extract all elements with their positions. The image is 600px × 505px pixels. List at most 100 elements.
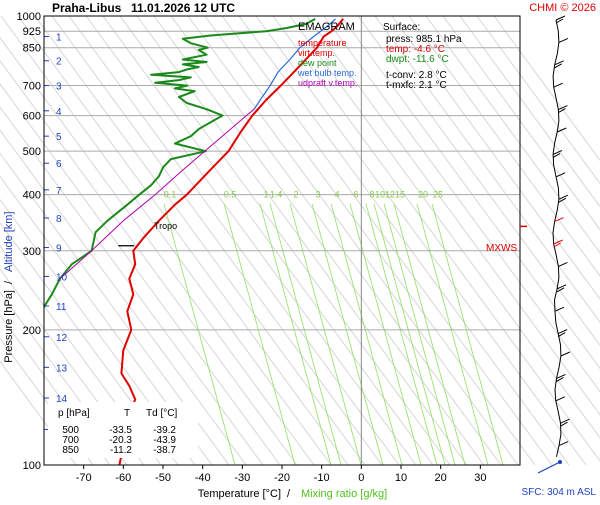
surface-tconv: t-conv: 2.8 °C: [386, 70, 447, 81]
table-cell: 700: [62, 435, 79, 446]
dry-adiabat-line: [289, 15, 600, 439]
dry-adiabat-line: [408, 15, 600, 277]
mixing-ratio-line: [311, 203, 384, 466]
table-cell: -38.7: [153, 445, 176, 456]
dry-adiabat-line: [0, 36, 315, 466]
surface-tmxfc: t-mxfc: 2.1 °C: [386, 80, 447, 91]
pressure-tick-label: 600: [23, 111, 41, 123]
wind-barb-icon: [553, 82, 563, 88]
dry-adiabat-line: [0, 291, 128, 466]
y-axis-separator: /: [3, 280, 15, 284]
pressure-tick-label: 1000: [17, 11, 41, 23]
mixing-ratio-line: [289, 203, 362, 466]
altitude-tick-label: 13: [56, 363, 68, 374]
wind-barb-icon: [554, 217, 564, 223]
wind-barb-icon: [556, 284, 567, 290]
table-cell: -20.3: [109, 435, 132, 446]
wind-barb-icon: [558, 194, 569, 200]
station-name: Praha-Libus: [52, 1, 122, 15]
wind-barb-icon: [556, 373, 566, 379]
series-line-temperature: [118, 18, 344, 466]
dry-adiabat-line: [0, 15, 332, 466]
wind-barb-icon: [560, 351, 571, 357]
altitude-tick-label: 6: [56, 159, 62, 170]
x-tick-label: -70: [76, 472, 92, 484]
dry-adiabat-line: [0, 152, 230, 466]
dry-adiabat-line: [493, 15, 600, 162]
x-tick-label: -20: [274, 472, 290, 484]
wind-barb-icon: [555, 15, 566, 21]
legend-item-wet-bulb: wet bulb temp.: [297, 68, 357, 78]
series-line-dew-point: [43, 18, 316, 308]
wind-barb-icon: [554, 60, 564, 66]
altitude-tick-label: 9: [56, 244, 62, 255]
mxws-label: MXWS: [486, 243, 517, 254]
pressure-tick-label: 200: [23, 325, 41, 337]
pressure-tick-label: 400: [23, 190, 41, 202]
dry-adiabat-line: [323, 15, 600, 393]
dry-adiabat-line: [221, 15, 553, 466]
altitude-tick-label: 10: [56, 272, 68, 283]
wind-barb-icon: [557, 127, 567, 133]
dry-adiabat-line: [0, 314, 111, 466]
altitude-tick-label: 2: [56, 57, 62, 68]
legend-title: EMAGRAM: [298, 21, 355, 33]
dry-adiabat-line: [0, 60, 298, 466]
series-line-udpraft-v-temp: [59, 108, 255, 280]
level-table-bg: [48, 402, 198, 458]
x-axis-temperature-label: Temperature [°C]: [198, 488, 281, 500]
dry-adiabat-line: [170, 15, 502, 466]
surface-title: Surface:: [383, 22, 420, 33]
dry-adiabat-line: [272, 15, 600, 462]
altitude-tick-label: 8: [56, 214, 62, 225]
dry-adiabat-line: [0, 198, 196, 466]
wind-barb-icon: [557, 332, 566, 338]
copyright-link[interactable]: CHMI © 2026: [529, 2, 596, 14]
legend-item-temperature: temperature: [298, 38, 347, 48]
pressure-tick-label: 500: [23, 146, 41, 158]
altitude-tick-label: 14: [56, 394, 68, 405]
pressure-tick-label: 100: [23, 460, 41, 472]
dry-adiabat-line: [187, 15, 519, 466]
dry-adiabat-line: [374, 15, 600, 323]
plot-frame: [43, 15, 521, 466]
altitude-tick-label: 11: [56, 302, 67, 313]
altitude-tick-label: 12: [56, 333, 68, 344]
tropopause-label: Tropo: [154, 221, 177, 231]
wind-barb-icon: [558, 108, 566, 114]
dry-adiabat-line: [0, 175, 213, 466]
x-tick-label: 20: [435, 472, 447, 484]
pressure-tick-label: 925: [23, 26, 41, 38]
altitude-tick-label: 5: [56, 132, 62, 143]
dry-adiabat-line: [51, 15, 383, 466]
dry-adiabat-line: [357, 15, 600, 347]
pressure-tick-label: 850: [23, 43, 41, 55]
x-axis-separator: /: [287, 488, 291, 500]
x-tick-label: 30: [474, 472, 486, 484]
mixing-ratio-line: [163, 203, 236, 466]
table-cell: 500: [62, 425, 79, 436]
surface-press: press: 985.1 hPa: [386, 34, 462, 45]
mixing-ratio-line: [431, 203, 504, 466]
table-header-p: p [hPa]: [58, 408, 90, 419]
sounding-datetime: 11.01.2026 12 UTC: [131, 1, 235, 15]
y-axis-pressure-label: Pressure [hPa]: [3, 290, 15, 363]
wind-barb-icon: [554, 63, 562, 69]
altitude-tick-label: 7: [56, 186, 62, 197]
dry-adiabat-line: [204, 15, 536, 466]
x-tick-label: -10: [314, 472, 330, 484]
legend-item-virt-temp: virt.temp.: [298, 48, 335, 58]
dry-adiabat-line: [0, 106, 264, 466]
y-axis-altitude-label: Altitude [km]: [3, 211, 15, 272]
table-cell: 850: [62, 445, 79, 456]
dry-adiabat-line: [255, 15, 587, 466]
wind-barb-icon: [552, 152, 561, 158]
wind-barb-icon: [555, 18, 564, 24]
mixing-ratio-line: [365, 203, 438, 466]
wind-barb-icon: [560, 418, 570, 424]
altitude-tick-label: 1: [56, 33, 62, 44]
dry-adiabat-line: [0, 129, 247, 466]
dry-adiabat-line: [0, 83, 281, 466]
wind-barb-icon: [553, 239, 563, 245]
